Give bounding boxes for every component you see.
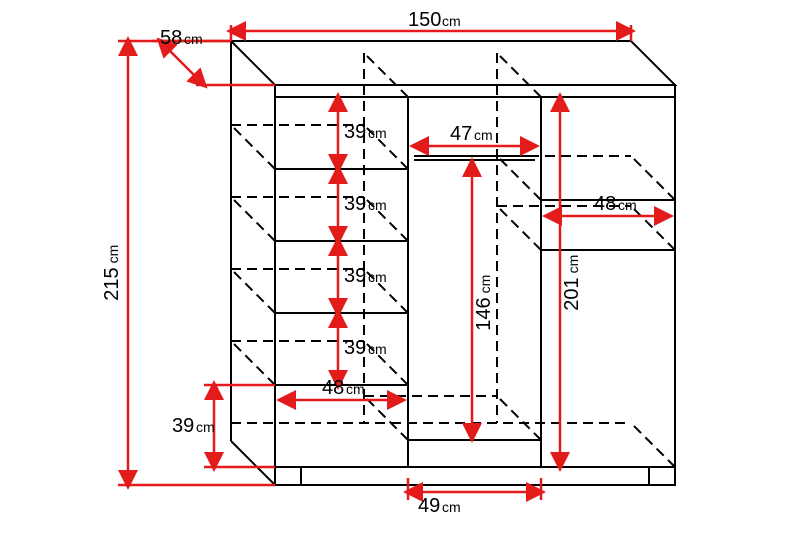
ls3d (231, 269, 275, 313)
rear-left-bottom (231, 441, 275, 485)
rs2d (497, 206, 541, 250)
lbl-midu: cm (442, 499, 461, 515)
lbl-g5u: cm (196, 419, 215, 435)
lbl-lcwu: cm (346, 381, 365, 397)
lbl-railu: cm (474, 127, 493, 143)
lbl-rh: 201 (561, 277, 583, 310)
ls1d (231, 125, 275, 169)
div2-depth (497, 53, 541, 97)
lbl-g4: 39 (344, 337, 366, 359)
lbl-depth: 58 (160, 27, 182, 49)
msd1 (364, 396, 408, 440)
msd2 (497, 396, 541, 440)
lbl-height-u: cm (105, 245, 121, 264)
lbl-g5: 39 (172, 415, 194, 437)
rs1d (497, 156, 541, 200)
lbl-g1u: cm (368, 125, 387, 141)
lbl-mh: 146 (473, 297, 495, 330)
lbl-g3u: cm (368, 269, 387, 285)
lbl-g4u: cm (368, 341, 387, 357)
lbl-depth-u: cm (184, 31, 203, 47)
rs1d2 (631, 156, 675, 200)
wardrobe-dimension-diagram: 150 cm 58 cm 215 cm 39 cm 39 cm 39 cm 39… (0, 0, 800, 533)
floor-d-r (631, 423, 675, 467)
lbl-rswu: cm (618, 197, 637, 213)
lbl-g2u: cm (368, 197, 387, 213)
plinth (301, 467, 649, 485)
ls4d (231, 341, 275, 385)
lbl-rhu: cm (565, 255, 581, 274)
ls2d (231, 197, 275, 241)
lbl-height: 215 (101, 267, 123, 300)
lbl-rsw: 48 (594, 193, 616, 215)
div1-depth (364, 53, 408, 97)
lbl-mid: 49 (418, 495, 440, 517)
top-panel (231, 41, 675, 85)
rs2d2 (631, 206, 675, 250)
lbl-g3: 39 (344, 265, 366, 287)
lbl-rail: 47 (450, 123, 472, 145)
cabinet-outline (231, 41, 675, 485)
lbl-width-u: cm (442, 13, 461, 29)
lbl-lcw: 48 (322, 377, 344, 399)
lbl-mhu: cm (477, 275, 493, 294)
lbl-g2: 39 (344, 193, 366, 215)
lbl-g1: 39 (344, 121, 366, 143)
lbl-width: 150 (408, 9, 441, 31)
